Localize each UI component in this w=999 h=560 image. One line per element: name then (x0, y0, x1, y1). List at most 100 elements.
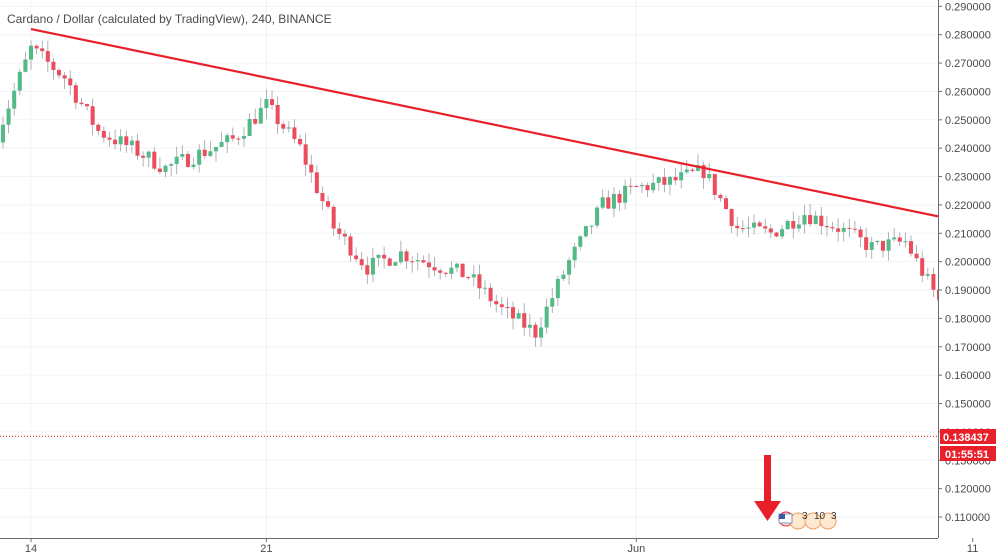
candle-down (791, 220, 796, 229)
candle-up (28, 45, 34, 60)
candle-down (275, 104, 280, 125)
candle-down (847, 227, 852, 229)
price-tick-label: 0.200000 (945, 257, 991, 269)
price-tick-label: 0.270000 (945, 58, 991, 70)
trendline[interactable] (30, 27, 999, 494)
candle-up (589, 225, 594, 227)
events-row[interactable]: 3 10 3 (778, 511, 837, 530)
price-tick-label: 0.230000 (945, 172, 991, 184)
candle-up (191, 164, 196, 167)
candle-down (735, 225, 740, 229)
candle-up (886, 239, 891, 251)
candle-up (679, 172, 684, 181)
time-tick-label: 21 (260, 543, 272, 555)
candle-up (600, 197, 605, 208)
candle-up (572, 246, 577, 261)
candle-up (667, 177, 672, 185)
candle-up (651, 182, 656, 191)
candle-up (875, 240, 880, 243)
candle-down (505, 307, 510, 309)
candle-up (611, 193, 616, 209)
candle-up (146, 151, 151, 158)
candle-down (858, 229, 863, 238)
candle-down (68, 78, 73, 86)
candle-down (426, 262, 431, 268)
price-tick-label: 0.250000 (945, 115, 991, 127)
chart-title: Cardano / Dollar (calculated by TradingV… (7, 12, 332, 26)
candle-up (376, 254, 381, 258)
candle-down (852, 228, 857, 230)
candle-down (62, 75, 67, 79)
candle-up (398, 251, 403, 263)
candle-down (914, 253, 919, 259)
candle-up (449, 267, 454, 274)
event-count-2: 10 (814, 511, 826, 522)
price-tick-label: 0.170000 (945, 342, 991, 354)
candle-down (298, 139, 303, 145)
price-tick-label: 0.110000 (945, 512, 990, 524)
candle-up (129, 140, 134, 146)
bar-countdown-value: 01:55:51 (945, 449, 989, 461)
candle-up (516, 313, 521, 319)
candle-up (393, 262, 398, 266)
candle-up (163, 165, 168, 172)
candle-up (567, 260, 572, 275)
candle-down (141, 155, 146, 158)
candle-up (258, 108, 263, 124)
candle-down (326, 201, 331, 207)
candle-up (213, 146, 218, 152)
candle-up (454, 263, 459, 268)
time-axis[interactable]: 1421Jun111825Jul916 (25, 538, 999, 555)
candle-up (550, 298, 555, 307)
candle-up (656, 177, 661, 183)
candle-down (157, 168, 162, 172)
candle-up (903, 241, 908, 243)
candle-up (286, 127, 291, 129)
candle-down (51, 61, 56, 70)
candle-down (724, 198, 729, 210)
candle-up (482, 287, 488, 289)
last-price-value: 0.138437 (943, 432, 989, 444)
price-tick-label: 0.150000 (945, 399, 991, 411)
time-axis-background (0, 538, 999, 560)
candle-down (864, 237, 869, 250)
candle-down (107, 137, 112, 140)
time-tick-label: 14 (25, 543, 37, 555)
candle-down (320, 193, 325, 202)
us-flag-canton (779, 514, 785, 519)
candle-down (662, 177, 667, 185)
candle-up (555, 278, 560, 299)
candle-down (432, 267, 437, 271)
candle-down (522, 313, 527, 328)
last-price-badge-box (940, 429, 996, 444)
countdown-badge: 01:55:51 (940, 446, 996, 461)
candle-up (370, 257, 375, 275)
candle-down (494, 301, 499, 305)
candle-down (253, 119, 258, 124)
candle-down (359, 259, 364, 266)
down-arrow-annotation[interactable] (754, 455, 781, 521)
candle-down (365, 265, 370, 275)
candle-down (230, 135, 235, 139)
candle-up (527, 324, 532, 328)
candle-up (780, 229, 785, 237)
candle-up (264, 99, 269, 109)
time-tick-label: Jun (627, 543, 645, 555)
down-arrow-head (754, 501, 781, 521)
price-tick-label: 0.240000 (945, 143, 991, 155)
candle-down (281, 124, 286, 129)
candle-up (639, 185, 644, 187)
candle-up (925, 274, 930, 276)
candle-down (628, 185, 633, 187)
candle-down (348, 236, 353, 256)
event-icon[interactable] (819, 512, 837, 530)
candle-down (382, 254, 387, 259)
candle-up (169, 164, 174, 166)
candle-down (337, 228, 342, 234)
candle-up (796, 224, 801, 229)
candle-down (499, 304, 504, 308)
price-tick-label: 0.120000 (945, 484, 991, 496)
down-arrow-shaft (764, 455, 771, 505)
